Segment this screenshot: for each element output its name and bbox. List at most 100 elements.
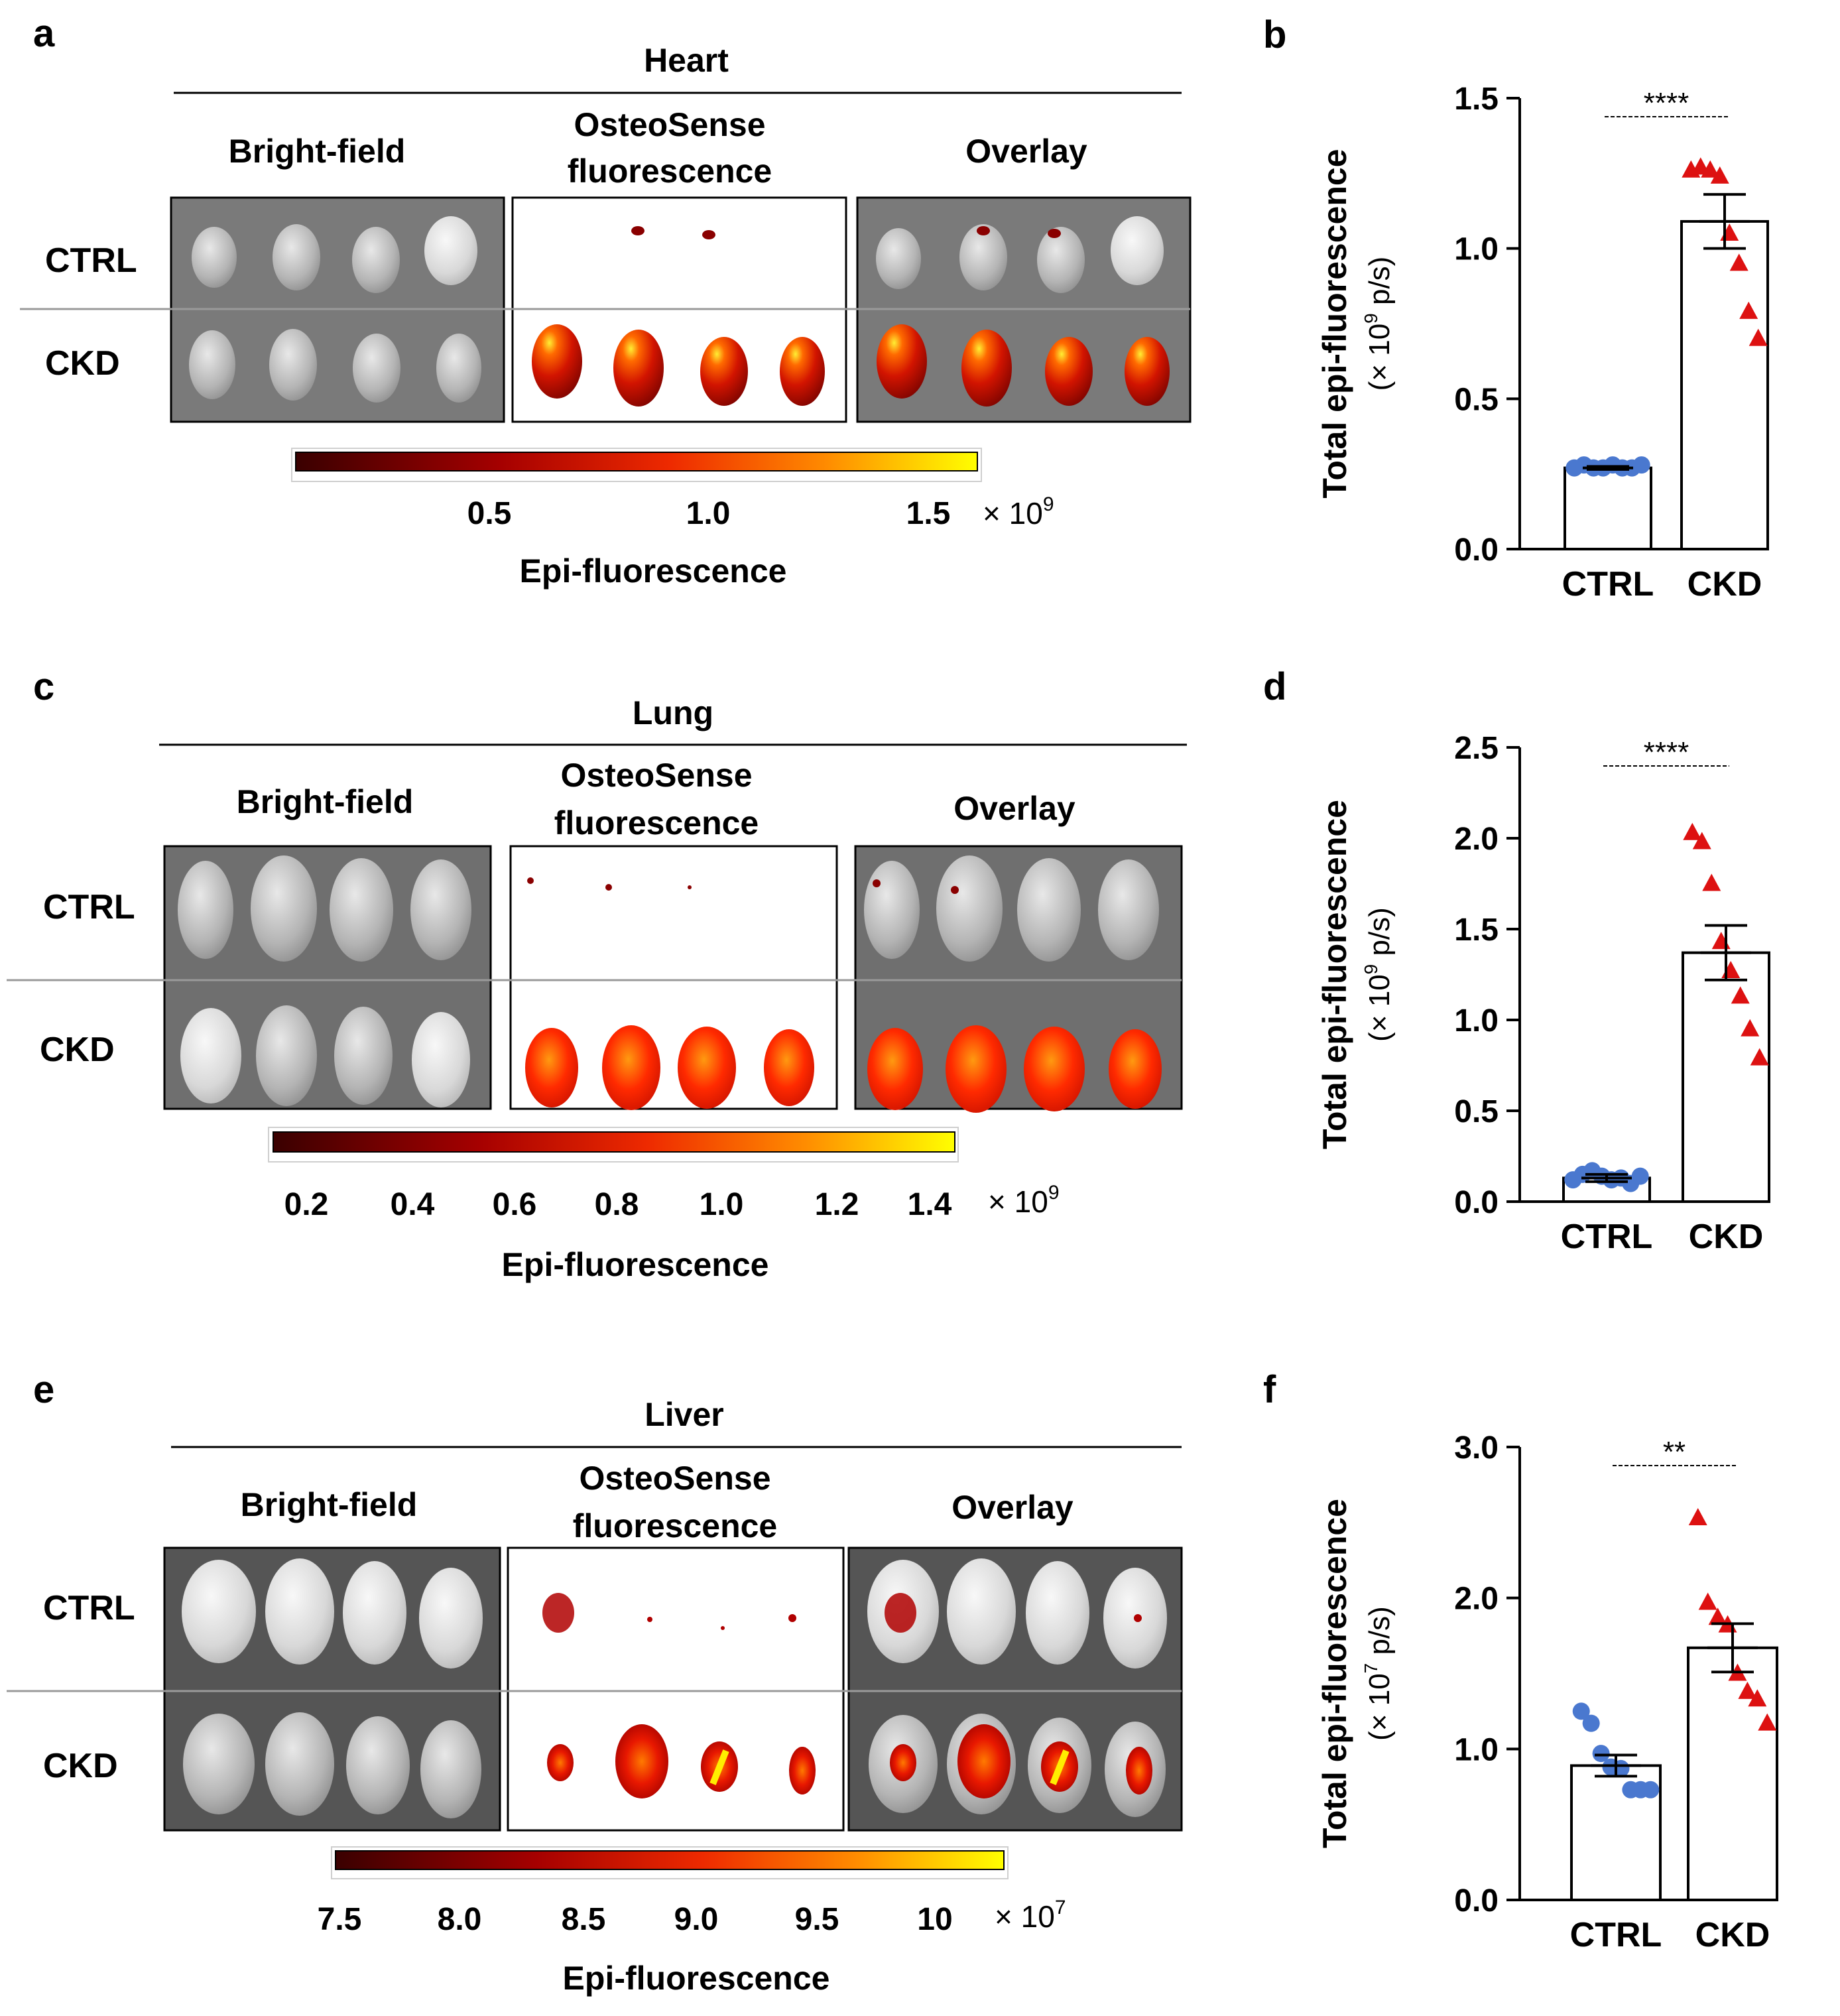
colorbar-tick-label: 1.5 — [906, 496, 951, 531]
colorbar-tick-label: 0.4 — [391, 1187, 435, 1222]
data-point-ckd — [1708, 1607, 1727, 1625]
col-label-fluorescence: fluorescence — [568, 153, 772, 190]
liver-fluorescence-image — [507, 1546, 845, 1832]
data-point-ctrl — [1631, 1167, 1649, 1185]
colorbar-label: Epi-fluorescence — [520, 552, 787, 590]
panel-e-liver: e Liver Bright-field OsteoSense fluoresc… — [7, 1368, 1183, 1997]
x-tick-label: CKD — [1687, 565, 1762, 603]
y-tick-label: 0.0 — [1454, 1883, 1499, 1919]
colorbar-tick-label: 10 — [917, 1902, 952, 1937]
data-point-ctrl — [1572, 1702, 1590, 1720]
data-point-ckd — [1711, 932, 1731, 950]
y-tick-label: 2.5 — [1454, 731, 1499, 766]
x-tick-label: CTRL — [1561, 1218, 1653, 1256]
panel-letter-a: a — [33, 12, 55, 55]
colorbar-tick-label: 7.5 — [318, 1902, 362, 1937]
colorbar-tick-label: 1.4 — [908, 1187, 952, 1222]
y-tick-label: 1.0 — [1454, 232, 1499, 267]
row-label-ctrl: CTRL — [43, 888, 135, 926]
colorbar-exponent: × 107 — [995, 1897, 1066, 1934]
data-point-ckd — [1710, 166, 1729, 184]
panel-letter: b — [1263, 13, 1286, 56]
colorbar-tick-label: 0.5 — [467, 496, 512, 531]
col-label-osteosense: OsteoSense — [579, 1460, 770, 1497]
organ-title-lung: Lung — [633, 694, 713, 731]
row-label-ckd: CKD — [43, 1747, 118, 1785]
colorbar-tick-label: 1.0 — [686, 496, 731, 531]
colorbar-exponent: × 109 — [983, 493, 1054, 531]
y-axis-label: Total epi-fluorescence — [1316, 149, 1353, 499]
colorbar-exponent: × 109 — [988, 1182, 1060, 1219]
panel-letter-e: e — [33, 1368, 54, 1411]
col-label-overlay: Overlay — [953, 790, 1075, 827]
y-tick-label: 0.5 — [1454, 1094, 1499, 1129]
chart-d: d 0.0 0.5 1.0 1.5 2.0 2.5 Total epi-fluorescenc… — [1263, 665, 1770, 1256]
panel-letter: d — [1263, 665, 1286, 708]
panel-c-lung: c Lung Bright-field OsteoSense fluoresce… — [7, 665, 1187, 1283]
colorbar-tick-label: 8.5 — [562, 1902, 606, 1937]
x-tick-label: CTRL — [1562, 565, 1654, 603]
data-point-ckd — [1739, 301, 1758, 319]
bar-ckd — [1682, 951, 1770, 1203]
row-label-ckd: CKD — [45, 344, 120, 383]
x-tick-label: CKD — [1689, 1218, 1764, 1256]
data-point-ckd — [1748, 328, 1768, 346]
data-point-ckd — [1729, 253, 1748, 271]
panel-a-heart: a Heart Bright-field OsteoSense fluoresc… — [20, 12, 1192, 590]
chart-f: f 0.0 1.0 2.0 3.0 Total epi-fluorescence (× 10… — [1263, 1368, 1778, 1954]
y-tick-label: 2.0 — [1454, 822, 1499, 857]
bar-ckd — [1687, 1646, 1778, 1901]
significance-label: **** — [1644, 736, 1689, 769]
bar-ckd — [1680, 220, 1769, 550]
y-tick-label: 2.0 — [1454, 1582, 1499, 1617]
data-point-ctrl — [1592, 1745, 1610, 1763]
data-point-ckd — [1683, 822, 1702, 840]
y-tick-label: 3.0 — [1454, 1430, 1499, 1466]
colorbar-heart — [291, 448, 982, 482]
row-label-ctrl: CTRL — [45, 241, 137, 280]
panel-letter-c: c — [33, 665, 54, 708]
colorbar-label: Epi-fluorescence — [563, 1960, 830, 1997]
y-tick-label: 1.0 — [1454, 1003, 1499, 1039]
col-label-fluorescence: fluorescence — [554, 804, 759, 842]
liver-brightfield-image — [163, 1546, 501, 1832]
colorbar-lung — [268, 1127, 959, 1163]
x-tick-label: CTRL — [1570, 1916, 1662, 1954]
data-point-ckd — [1741, 1019, 1760, 1037]
data-point-ckd — [1750, 1048, 1769, 1066]
y-tick-label: 0.0 — [1454, 533, 1499, 568]
col-label-bright-field: Bright-field — [229, 133, 406, 170]
col-label-overlay: Overlay — [951, 1489, 1073, 1526]
y-tick-label: 1.5 — [1454, 913, 1499, 948]
colorbar-tick-label: 8.0 — [438, 1902, 482, 1937]
data-point-ckd — [1738, 1681, 1757, 1699]
data-point-ckd — [1758, 1713, 1777, 1731]
y-axis-unit: (× 107 p/s) — [1361, 1606, 1396, 1741]
bar-ctrl — [1564, 466, 1652, 550]
lung-brightfield-image — [163, 845, 492, 1110]
y-tick-label: 0.0 — [1454, 1185, 1499, 1220]
colorbar-tick-label: 0.8 — [595, 1187, 639, 1222]
colorbar-label: Epi-fluorescence — [502, 1246, 769, 1283]
col-label-osteosense: OsteoSense — [574, 106, 765, 143]
row-label-ckd: CKD — [40, 1031, 115, 1069]
colorbar-tick-label: 0.2 — [284, 1187, 329, 1222]
y-tick-label: 1.0 — [1454, 1732, 1499, 1767]
data-point-ctrl — [1632, 456, 1650, 474]
col-label-osteosense: OsteoSense — [560, 757, 752, 794]
y-axis-label: Total epi-fluorescence — [1316, 1499, 1353, 1848]
organ-title-heart: Heart — [644, 42, 729, 79]
row-label-ctrl: CTRL — [43, 1589, 135, 1627]
colorbar-tick-label: 9.5 — [795, 1902, 839, 1937]
y-tick-label: 1.5 — [1454, 82, 1499, 117]
colorbar-tick-label: 1.0 — [700, 1187, 744, 1222]
y-axis-label: Total epi-fluorescence — [1316, 800, 1353, 1149]
organ-title-liver: Liver — [644, 1396, 724, 1433]
col-label-fluorescence: fluorescence — [573, 1507, 777, 1544]
colorbar-tick-label: 9.0 — [674, 1902, 719, 1937]
data-point-ctrl — [1582, 1714, 1600, 1732]
data-point-ckd — [1731, 986, 1750, 1004]
col-label-bright-field: Bright-field — [237, 783, 414, 820]
lung-fluorescence-image — [509, 845, 838, 1110]
